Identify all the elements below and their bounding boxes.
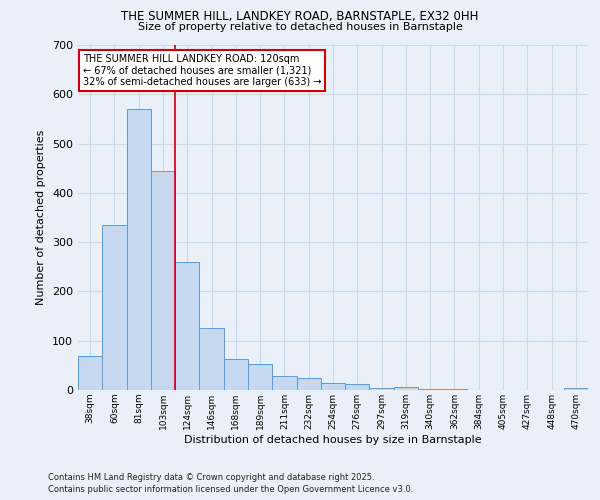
Bar — [394, 386, 418, 390]
Bar — [224, 359, 248, 390]
Bar — [78, 356, 102, 390]
Bar — [296, 378, 321, 390]
Bar — [248, 364, 272, 390]
Bar — [442, 389, 467, 390]
Text: THE SUMMER HILL LANDKEY ROAD: 120sqm
← 67% of detached houses are smaller (1,321: THE SUMMER HILL LANDKEY ROAD: 120sqm ← 6… — [83, 54, 322, 87]
Bar — [321, 382, 345, 390]
Bar — [272, 376, 296, 390]
Y-axis label: Number of detached properties: Number of detached properties — [37, 130, 46, 305]
Bar — [418, 388, 442, 390]
Bar — [564, 388, 588, 390]
Bar — [199, 328, 224, 390]
Bar — [102, 225, 127, 390]
Bar — [127, 109, 151, 390]
Bar — [175, 262, 199, 390]
Text: Size of property relative to detached houses in Barnstaple: Size of property relative to detached ho… — [137, 22, 463, 32]
Bar — [345, 384, 370, 390]
Text: THE SUMMER HILL, LANDKEY ROAD, BARNSTAPLE, EX32 0HH: THE SUMMER HILL, LANDKEY ROAD, BARNSTAPL… — [121, 10, 479, 23]
X-axis label: Distribution of detached houses by size in Barnstaple: Distribution of detached houses by size … — [184, 434, 482, 444]
Bar — [151, 170, 175, 390]
Text: Contains HM Land Registry data © Crown copyright and database right 2025.
Contai: Contains HM Land Registry data © Crown c… — [48, 473, 413, 494]
Bar — [370, 388, 394, 390]
